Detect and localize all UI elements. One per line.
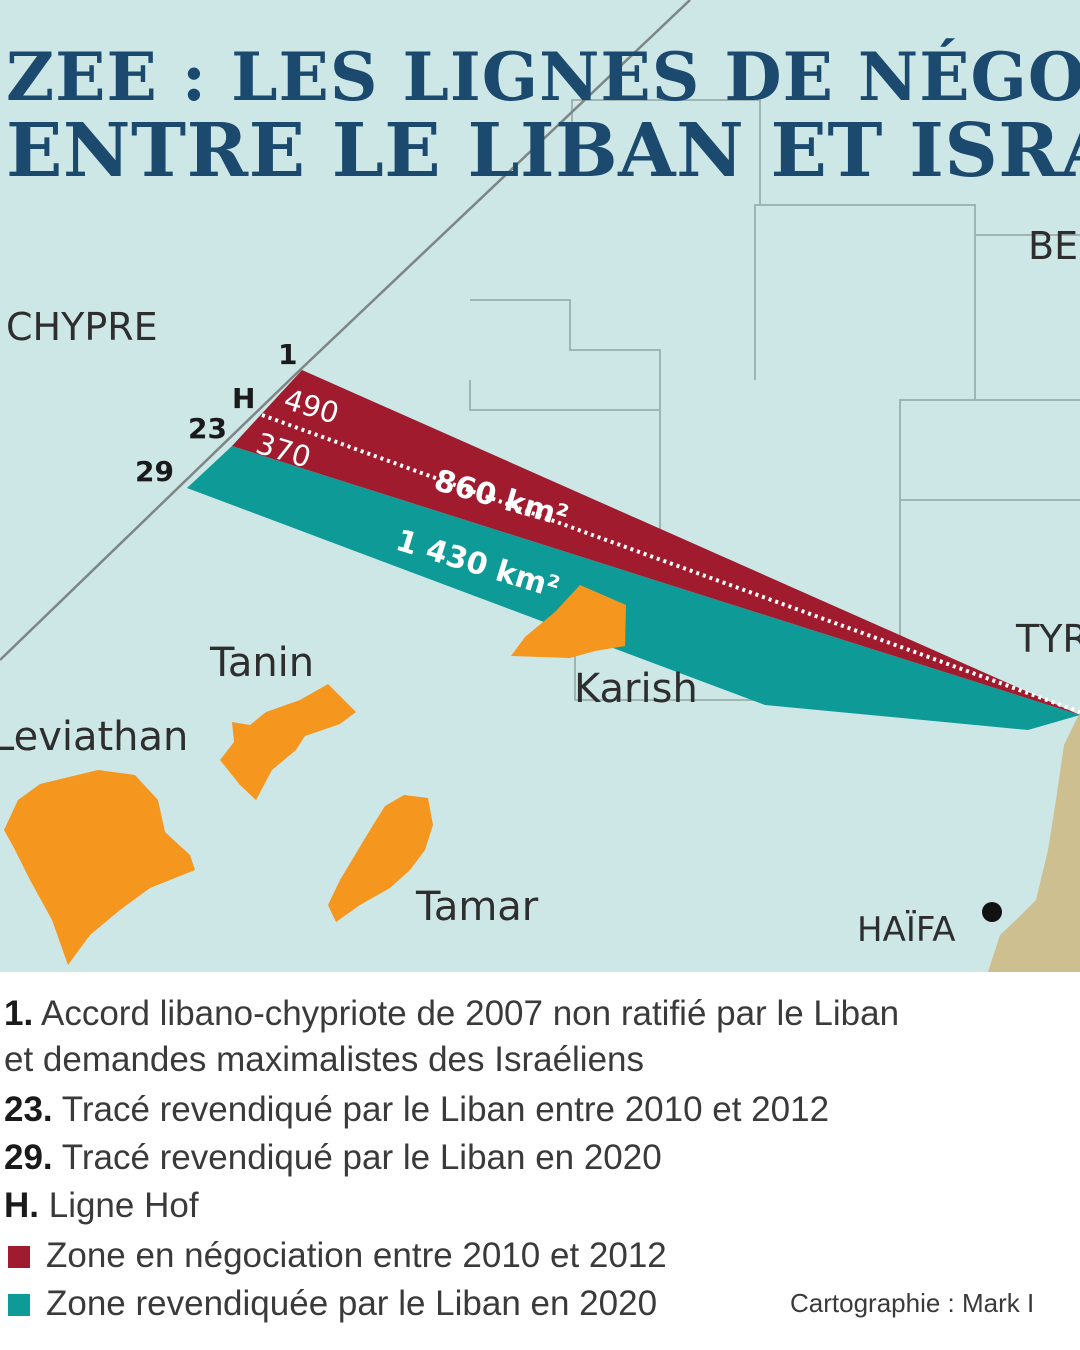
field-label-tamar: Tamar: [416, 884, 539, 930]
credit: Cartographie : Mark I: [790, 1288, 1035, 1318]
line-label-29: 29: [135, 455, 174, 488]
swatch-teal: [8, 1294, 30, 1316]
field-karish: [511, 585, 626, 658]
hof-line: [261, 413, 1080, 714]
map-canvas: [0, 0, 1080, 972]
cyprus-line: [0, 0, 691, 661]
legend-zone-teal: Zone revendiquée par le Liban en 2020: [4, 1284, 657, 1324]
field-tanin: [220, 684, 356, 800]
field-label-karish: Karish: [574, 666, 698, 712]
place-haifa: HAÏFA: [857, 910, 956, 950]
field-label-leviathan: Leviathan: [0, 714, 189, 760]
field-leviathan: [4, 770, 195, 965]
place-chypre: CHYPRE: [6, 305, 158, 349]
line-label-1: 1: [278, 338, 298, 371]
land-israel: [988, 712, 1080, 972]
field-tamar: [328, 795, 433, 922]
legend-item-1: 1. Accord libano-chypriote de 2007 non r…: [4, 994, 900, 1033]
haifa-dot: [982, 902, 1002, 922]
legend-zone-red: Zone en négociation entre 2010 et 2012: [4, 1236, 667, 1276]
zone-2010-2012: [232, 370, 1080, 715]
legend-item-h: H. Ligne Hof: [4, 1186, 199, 1225]
place-beyrouth: BE: [1028, 224, 1079, 268]
place-tyr: TYR: [1016, 617, 1080, 661]
line-label-h: H: [232, 382, 256, 415]
legend: 1. Accord libano-chypriote de 2007 non r…: [0, 972, 1080, 1350]
map: ZEE : LES LIGNES DE NÉGOCIATIO ENTRE LE …: [0, 0, 1080, 972]
line-label-23: 23: [188, 412, 227, 445]
zone-2020: [187, 446, 1080, 730]
legend-item-1-cont: et demandes maximalistes des Israéliens: [4, 1040, 645, 1079]
field-label-tanin: Tanin: [210, 640, 315, 686]
legend-item-23: 23. Tracé revendiqué par le Liban entre …: [4, 1090, 830, 1129]
legend-item-29: 29. Tracé revendiqué par le Liban en 202…: [4, 1138, 662, 1177]
title-line-1: ZEE : LES LIGNES DE NÉGOCIATIO: [6, 38, 1080, 116]
title-line-2: ENTRE LE LIBAN ET ISRAËL: [6, 108, 1080, 194]
swatch-red: [8, 1246, 30, 1268]
